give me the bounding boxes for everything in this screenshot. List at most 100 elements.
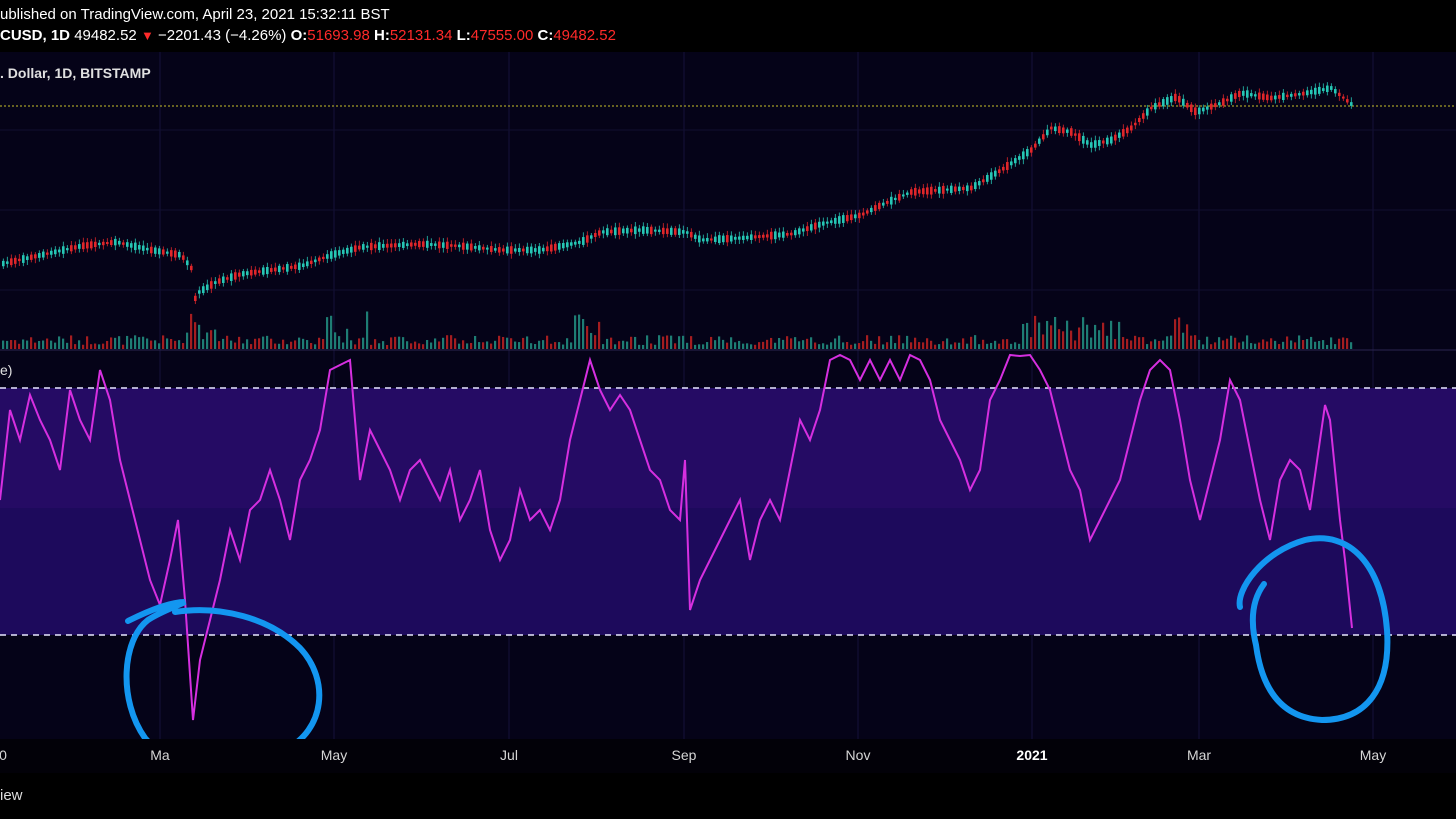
x-tick-label: Jul bbox=[500, 747, 518, 763]
volume-bar bbox=[338, 336, 341, 349]
volume-bar bbox=[1310, 336, 1313, 349]
volume-bar bbox=[846, 341, 849, 349]
volume-bar bbox=[1078, 327, 1081, 349]
volume-bar bbox=[1234, 337, 1237, 349]
volume-bar bbox=[1094, 324, 1097, 349]
volume-bar bbox=[586, 326, 589, 349]
volume-bar bbox=[618, 341, 621, 349]
volume-bar bbox=[234, 342, 237, 349]
volume-bar bbox=[270, 338, 273, 349]
volume-bar bbox=[314, 344, 317, 349]
volume-bar bbox=[1230, 335, 1233, 349]
volume-bar bbox=[926, 338, 929, 349]
volume-bar bbox=[1170, 335, 1173, 349]
volume-bar bbox=[402, 337, 405, 349]
volume-bar bbox=[50, 340, 53, 349]
volume-bar bbox=[494, 340, 497, 349]
volume-bar bbox=[526, 336, 529, 349]
volume-bar bbox=[670, 335, 673, 349]
volume-bar bbox=[698, 344, 701, 349]
volume-bar bbox=[982, 339, 985, 349]
volume-bar bbox=[158, 343, 161, 349]
volume-bar bbox=[958, 342, 961, 349]
volume-bar bbox=[798, 341, 801, 349]
volume-bar bbox=[714, 340, 717, 349]
volume-bar bbox=[1150, 341, 1153, 349]
volume-bar bbox=[1086, 324, 1089, 349]
volume-bar bbox=[258, 338, 261, 349]
volume-bar bbox=[518, 342, 521, 349]
volume-bar bbox=[1214, 342, 1217, 349]
volume-bar bbox=[1306, 339, 1309, 349]
volume-bar bbox=[1082, 317, 1085, 349]
volume-bar bbox=[474, 335, 477, 349]
volume-bar bbox=[1138, 337, 1141, 349]
volume-bar bbox=[814, 342, 817, 349]
volume-bar bbox=[26, 340, 29, 349]
volume-bar bbox=[606, 338, 609, 349]
volume-bar bbox=[302, 338, 305, 349]
volume-bar bbox=[346, 328, 349, 349]
volume-bar bbox=[902, 343, 905, 349]
volume-bar bbox=[326, 317, 329, 349]
volume-bar bbox=[1206, 336, 1209, 349]
volume-bar bbox=[858, 343, 861, 349]
high-value: 52131.34 bbox=[389, 27, 453, 44]
volume-bar bbox=[110, 337, 113, 349]
volume-bar bbox=[1154, 339, 1157, 349]
volume-bar bbox=[1146, 344, 1149, 349]
volume-bar bbox=[1014, 342, 1017, 349]
volume-bar bbox=[1074, 340, 1077, 349]
volume-bar bbox=[910, 342, 913, 349]
volume-bar bbox=[566, 338, 569, 349]
volume-bar bbox=[42, 340, 45, 349]
volume-bar bbox=[1010, 343, 1013, 349]
volume-bar bbox=[1062, 331, 1065, 349]
volume-bar bbox=[1110, 320, 1113, 349]
volume-bar bbox=[114, 337, 117, 349]
symbol-label[interactable]: CUSD, 1D bbox=[0, 27, 71, 44]
volume-bar bbox=[306, 340, 309, 349]
volume-bar bbox=[102, 343, 105, 349]
volume-bar bbox=[298, 337, 301, 349]
footer-brand: iew bbox=[0, 787, 23, 804]
volume-bar bbox=[530, 343, 533, 349]
volume-bar bbox=[1238, 342, 1241, 349]
volume-bar bbox=[662, 336, 665, 349]
volume-bar bbox=[590, 332, 593, 349]
volume-bar bbox=[1194, 335, 1197, 349]
volume-bar bbox=[734, 342, 737, 349]
volume-bar bbox=[950, 344, 953, 349]
volume-bar bbox=[998, 343, 1001, 349]
volume-bar bbox=[82, 344, 85, 349]
volume-bar bbox=[1026, 322, 1029, 349]
volume-bar bbox=[574, 315, 577, 349]
indicator-label: e) bbox=[0, 362, 13, 378]
volume-bar bbox=[826, 344, 829, 349]
volume-bar bbox=[746, 343, 749, 349]
volume-bar bbox=[94, 343, 97, 349]
volume-bar bbox=[1254, 343, 1257, 349]
volume-bar bbox=[1330, 337, 1333, 349]
volume-bar bbox=[486, 341, 489, 349]
volume-bar bbox=[218, 341, 221, 349]
volume-bar bbox=[210, 330, 213, 349]
time-axis[interactable] bbox=[0, 739, 1456, 773]
volume-bar bbox=[78, 340, 81, 349]
volume-bar bbox=[830, 342, 833, 349]
volume-bar bbox=[822, 343, 825, 349]
volume-bar bbox=[30, 337, 33, 349]
volume-bar bbox=[694, 344, 697, 349]
volume-bar bbox=[686, 342, 689, 349]
volume-bar bbox=[186, 332, 189, 349]
volume-bar bbox=[810, 337, 813, 349]
volume-bar bbox=[966, 343, 969, 349]
volume-bar bbox=[1286, 336, 1289, 349]
volume-bar bbox=[1018, 343, 1021, 349]
volume-bar bbox=[558, 342, 561, 349]
volume-bar bbox=[750, 344, 753, 349]
volume-bar bbox=[646, 335, 649, 349]
volume-bar bbox=[946, 338, 949, 349]
volume-bar bbox=[410, 343, 413, 349]
